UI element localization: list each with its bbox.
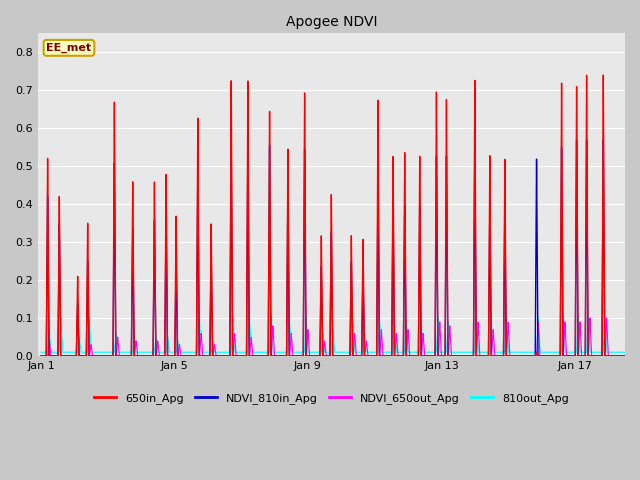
Title: Apogee NDVI: Apogee NDVI — [285, 15, 377, 29]
Legend: 650in_Apg, NDVI_810in_Apg, NDVI_650out_Apg, 810out_Apg: 650in_Apg, NDVI_810in_Apg, NDVI_650out_A… — [90, 389, 573, 408]
Text: EE_met: EE_met — [47, 43, 92, 53]
